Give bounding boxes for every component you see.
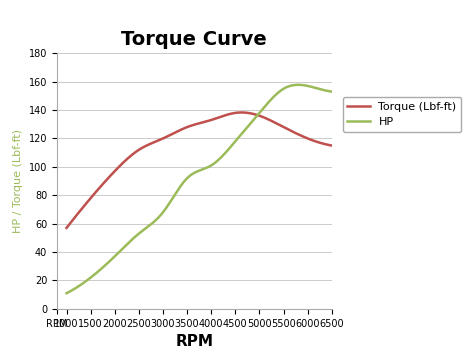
HP [207,164,213,168]
Title: Torque Curve: Torque Curve [121,30,267,49]
Torque (Lbf-ft) [329,143,335,148]
Line: HP: HP [66,85,332,293]
HP [221,152,227,156]
Y-axis label: HP / Torque (Lbf-ft): HP / Torque (Lbf-ft) [13,129,23,233]
Torque (Lbf-ft) [191,122,197,127]
Torque (Lbf-ft) [323,142,329,147]
HP [190,172,195,176]
Line: Torque (Lbf-ft): Torque (Lbf-ft) [66,113,332,228]
Torque (Lbf-ft) [207,118,213,122]
Torque (Lbf-ft) [282,125,287,130]
Torque (Lbf-ft) [64,226,69,230]
HP [329,89,335,94]
Legend: Torque (Lbf-ft), HP: Torque (Lbf-ft), HP [343,97,461,132]
HP [323,88,329,93]
HP [295,83,301,87]
Torque (Lbf-ft) [238,110,244,115]
HP [64,291,69,295]
Torque (Lbf-ft) [221,114,227,118]
HP [281,86,287,91]
Torque (Lbf-ft) [190,123,195,127]
HP [191,171,197,175]
X-axis label: RPM: RPM [175,334,213,349]
